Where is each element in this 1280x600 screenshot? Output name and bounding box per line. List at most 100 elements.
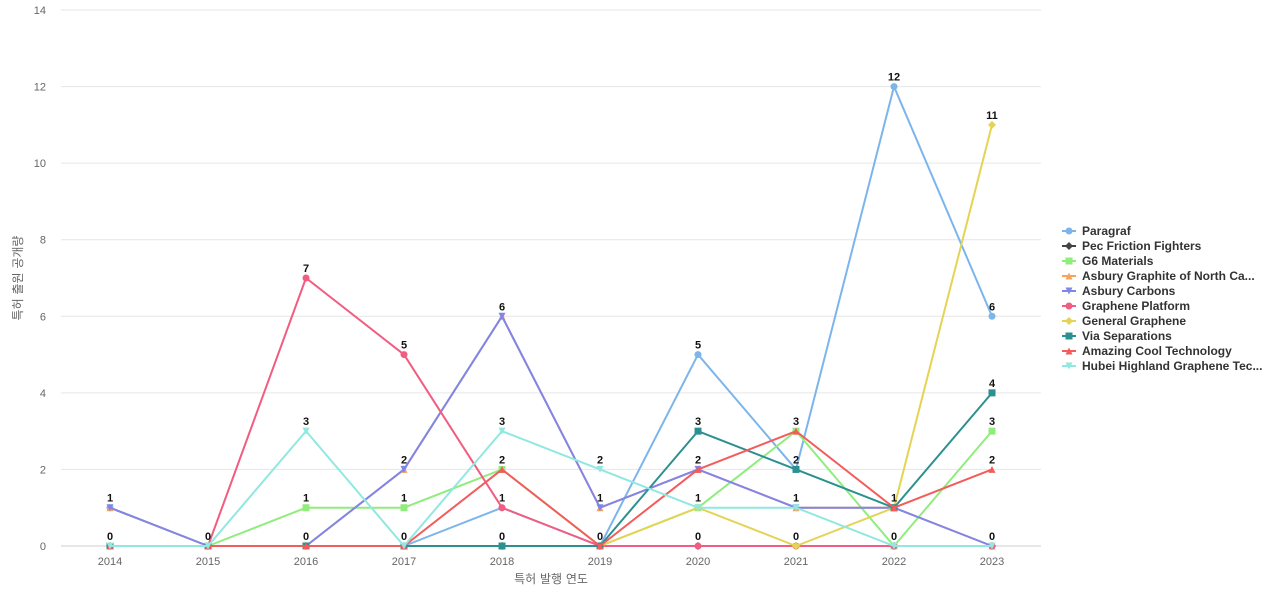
data-label: 0 — [303, 531, 309, 543]
legend-label: Asbury Carbons — [1082, 284, 1176, 298]
data-point — [596, 504, 604, 512]
data-label: 0 — [401, 531, 407, 543]
data-label: 0 — [107, 531, 113, 543]
data-point — [596, 465, 604, 473]
y-axis: 0 2 4 6 8 10 12 14 — [34, 5, 46, 553]
gridlines — [61, 9, 1041, 547]
y-tick-label: 10 — [34, 158, 46, 170]
data-label: 4 — [989, 378, 996, 390]
legend-item[interactable]: Via Separations — [1062, 329, 1172, 343]
data-label: 3 — [989, 416, 995, 428]
series-line — [109, 315, 993, 547]
data-point — [792, 427, 800, 435]
legend-item[interactable]: Graphene Platform — [1062, 299, 1190, 313]
x-tick-label: 2014 — [98, 556, 122, 568]
x-tick-label: 2019 — [588, 556, 612, 568]
legend-label: Hubei Highland Graphene Tec... — [1082, 359, 1262, 373]
legend-label: Graphene Platform — [1082, 299, 1190, 313]
series-line — [109, 315, 993, 547]
data-point — [498, 465, 506, 473]
data-point — [400, 504, 408, 512]
data-label: 2 — [499, 454, 505, 466]
y-tick-label: 4 — [40, 388, 46, 400]
data-label: 2 — [401, 454, 407, 466]
y-tick-label: 14 — [34, 5, 46, 17]
data-point — [302, 427, 310, 435]
series-asbury-carbons — [106, 312, 996, 550]
data-point — [498, 542, 506, 550]
legend-item[interactable]: Asbury Graphite of North Ca... — [1062, 269, 1255, 283]
data-labels: 1 0 0 7 3 1 0 5 2 1 0 6 3 2 1 0 2 1 0 5 3 2 1 0 3 2 1 0 12 1 0 11 6 4 3 2 0 — [107, 72, 998, 543]
x-axis-title: 특허 발행 연도 — [514, 571, 588, 586]
legend-item[interactable]: Hubei Highland Graphene Tec... — [1062, 359, 1262, 373]
data-point — [1065, 302, 1073, 310]
data-point — [1065, 287, 1073, 295]
data-point — [792, 465, 800, 473]
data-point — [988, 312, 996, 320]
data-point — [498, 427, 506, 435]
data-point — [988, 389, 996, 397]
series-general-graphene — [106, 120, 996, 550]
data-point — [106, 504, 114, 512]
data-point — [302, 274, 310, 282]
series-line — [109, 123, 993, 547]
data-point — [1065, 332, 1073, 340]
data-label: 2 — [597, 454, 603, 466]
data-label: 3 — [695, 416, 701, 428]
data-point — [890, 542, 898, 550]
data-label: 2 — [989, 454, 995, 466]
legend-item[interactable]: Paragraf — [1062, 224, 1132, 238]
y-tick-label: 2 — [40, 464, 46, 476]
data-point — [596, 542, 604, 550]
legend-item[interactable]: Asbury Carbons — [1062, 284, 1176, 298]
data-label: 1 — [303, 493, 309, 505]
data-point — [1065, 317, 1073, 325]
legend-item[interactable]: Amazing Cool Technology — [1062, 344, 1232, 358]
data-point — [988, 120, 996, 129]
legend-label: Amazing Cool Technology — [1082, 344, 1232, 358]
series-line — [109, 277, 993, 547]
data-point — [1065, 257, 1073, 265]
x-tick-label: 2016 — [294, 556, 318, 568]
data-point — [106, 542, 114, 550]
data-point — [400, 465, 408, 473]
legend-label: Pec Friction Fighters — [1082, 239, 1202, 253]
data-label: 1 — [891, 493, 897, 505]
data-label: 0 — [205, 531, 211, 543]
series-line — [109, 430, 993, 547]
x-tick-label: 2021 — [784, 556, 808, 568]
data-point — [694, 504, 702, 512]
x-tick-label: 2023 — [980, 556, 1004, 568]
legend-label: General Graphene — [1082, 314, 1186, 328]
series-asbury-graphite-of-north-ca — [106, 312, 996, 550]
data-label: 1 — [499, 493, 505, 505]
data-label: 1 — [107, 493, 113, 505]
series-g6-materials — [106, 427, 996, 550]
series-lines — [106, 83, 996, 550]
data-point — [890, 83, 898, 91]
data-label: 0 — [891, 531, 897, 543]
legend-label: Via Separations — [1082, 329, 1172, 343]
legend-item[interactable]: G6 Materials — [1062, 254, 1154, 268]
data-point — [694, 465, 702, 473]
data-label: 0 — [597, 531, 603, 543]
data-point — [694, 351, 702, 359]
x-tick-label: 2015 — [196, 556, 220, 568]
data-label: 2 — [793, 454, 799, 466]
data-point — [694, 542, 702, 550]
legend-item[interactable]: General Graphene — [1062, 314, 1186, 328]
data-label: 3 — [303, 416, 309, 428]
legend-item[interactable]: Pec Friction Fighters — [1062, 239, 1202, 253]
data-label: 1 — [401, 493, 407, 505]
data-point — [498, 504, 506, 512]
data-point — [1065, 272, 1073, 280]
data-label: 3 — [793, 416, 799, 428]
y-tick-label: 0 — [40, 541, 46, 553]
data-point — [890, 504, 898, 512]
y-tick-label: 12 — [34, 82, 46, 94]
data-label: 12 — [888, 72, 900, 84]
data-point — [988, 542, 996, 550]
data-point — [1065, 242, 1073, 250]
data-label: 0 — [989, 531, 995, 543]
